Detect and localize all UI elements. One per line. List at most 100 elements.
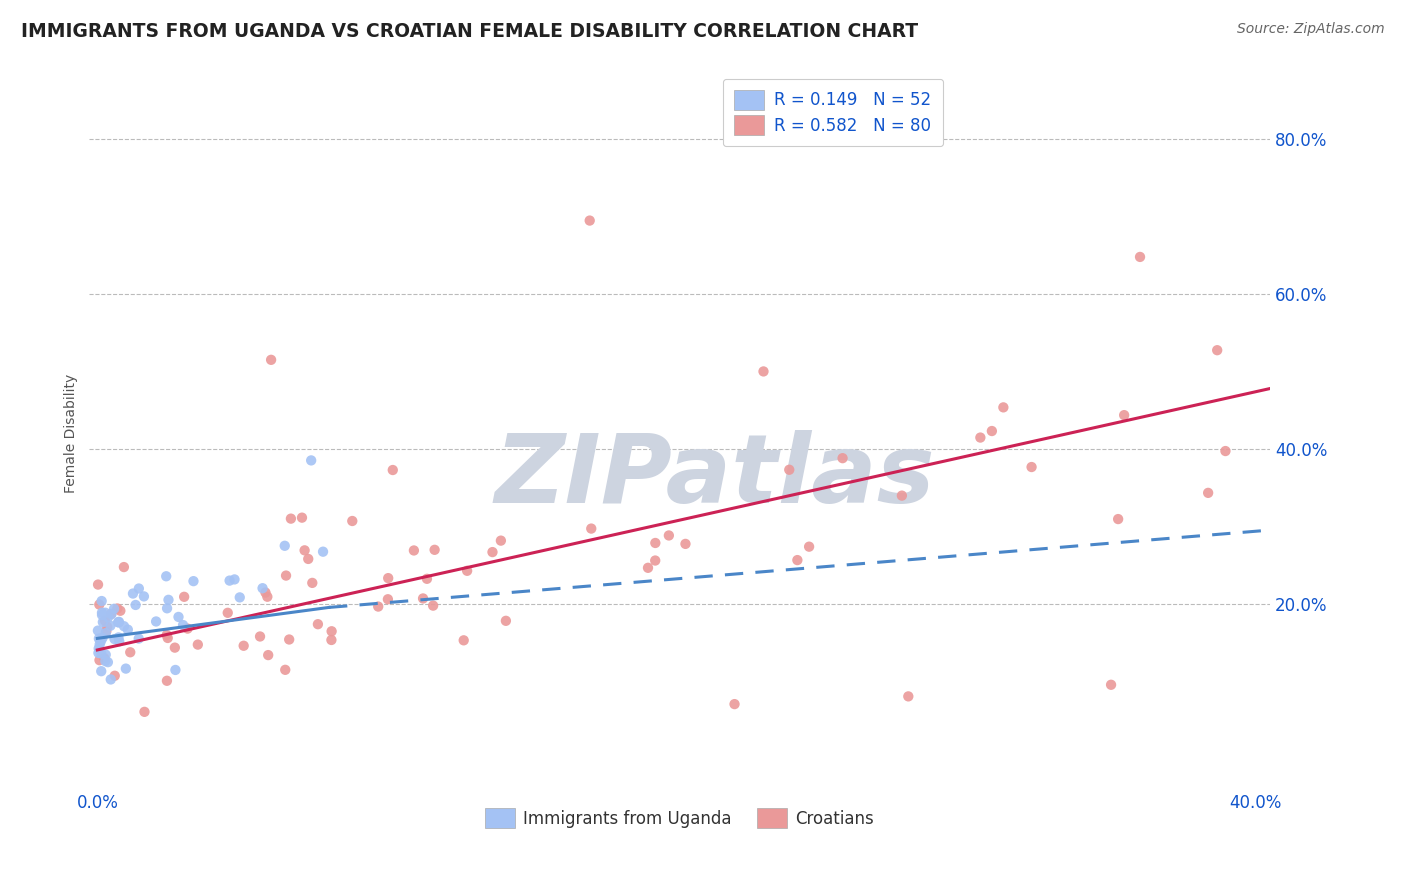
Point <box>1206 343 1229 358</box>
Point <box>156 601 179 615</box>
Point <box>134 705 156 719</box>
Point <box>278 632 301 647</box>
Point <box>100 673 122 687</box>
Point <box>381 463 404 477</box>
Point <box>108 615 131 629</box>
Point <box>897 690 920 704</box>
Point <box>115 662 138 676</box>
Point <box>167 610 190 624</box>
Point <box>94 614 117 628</box>
Point <box>412 591 434 606</box>
Point <box>112 619 135 633</box>
Point <box>453 633 475 648</box>
Point <box>321 632 343 647</box>
Point <box>218 574 240 588</box>
Text: Source: ZipAtlas.com: Source: ZipAtlas.com <box>1237 22 1385 37</box>
Point <box>637 561 659 575</box>
Point <box>294 543 316 558</box>
Point <box>87 632 110 646</box>
Point <box>581 522 603 536</box>
Point <box>156 631 179 645</box>
Point <box>173 590 195 604</box>
Point <box>377 592 399 607</box>
Point <box>644 553 666 567</box>
Point <box>224 573 246 587</box>
Point <box>252 581 274 595</box>
Point <box>93 651 115 665</box>
Point <box>1215 444 1237 458</box>
Point <box>321 624 343 639</box>
Point <box>658 528 681 542</box>
Point <box>89 637 111 651</box>
Point <box>90 664 112 678</box>
Point <box>297 552 319 566</box>
Point <box>104 669 127 683</box>
Point <box>97 610 120 624</box>
Point <box>107 615 129 630</box>
Point <box>1107 512 1129 526</box>
Point <box>145 615 167 629</box>
Point <box>299 453 322 467</box>
Point <box>91 615 114 629</box>
Point <box>260 352 283 367</box>
Point <box>103 602 125 616</box>
Point <box>254 585 277 599</box>
Point <box>307 617 329 632</box>
Point <box>122 586 145 600</box>
Point <box>94 626 117 640</box>
Point <box>367 599 389 614</box>
Point <box>107 631 129 645</box>
Point <box>124 598 146 612</box>
Point <box>90 647 112 661</box>
Point <box>132 590 155 604</box>
Point <box>103 632 125 646</box>
Point <box>94 648 117 662</box>
Point <box>675 537 697 551</box>
Point <box>229 591 252 605</box>
Point <box>280 511 302 525</box>
Point <box>752 364 775 378</box>
Point <box>232 639 254 653</box>
Point <box>90 594 112 608</box>
Point <box>87 577 110 591</box>
Point <box>156 673 179 688</box>
Point <box>797 540 820 554</box>
Point <box>105 601 128 615</box>
Point <box>489 533 512 548</box>
Point <box>831 451 853 466</box>
Point <box>377 571 399 585</box>
Point <box>117 623 139 637</box>
Point <box>128 632 150 646</box>
Point <box>91 631 114 645</box>
Point <box>110 604 132 618</box>
Point <box>100 619 122 633</box>
Point <box>100 607 122 621</box>
Point <box>644 536 666 550</box>
Point <box>94 654 117 668</box>
Point <box>156 628 179 642</box>
Point <box>1021 460 1043 475</box>
Point <box>183 574 205 589</box>
Point <box>402 543 425 558</box>
Point <box>128 582 150 596</box>
Point <box>456 564 478 578</box>
Point <box>97 655 120 669</box>
Point <box>291 510 314 524</box>
Point <box>91 606 114 620</box>
Point <box>256 590 278 604</box>
Point <box>890 489 912 503</box>
Point <box>1099 678 1122 692</box>
Text: IMMIGRANTS FROM UGANDA VS CROATIAN FEMALE DISABILITY CORRELATION CHART: IMMIGRANTS FROM UGANDA VS CROATIAN FEMAL… <box>21 22 918 41</box>
Point <box>90 634 112 648</box>
Point <box>274 568 297 582</box>
Point <box>87 646 110 660</box>
Point <box>187 638 209 652</box>
Point <box>94 606 117 620</box>
Point <box>87 641 110 656</box>
Text: ZIPatlas: ZIPatlas <box>495 430 935 523</box>
Point <box>157 592 180 607</box>
Point <box>108 634 131 648</box>
Point <box>100 607 122 622</box>
Point <box>96 620 118 634</box>
Point <box>1197 486 1219 500</box>
